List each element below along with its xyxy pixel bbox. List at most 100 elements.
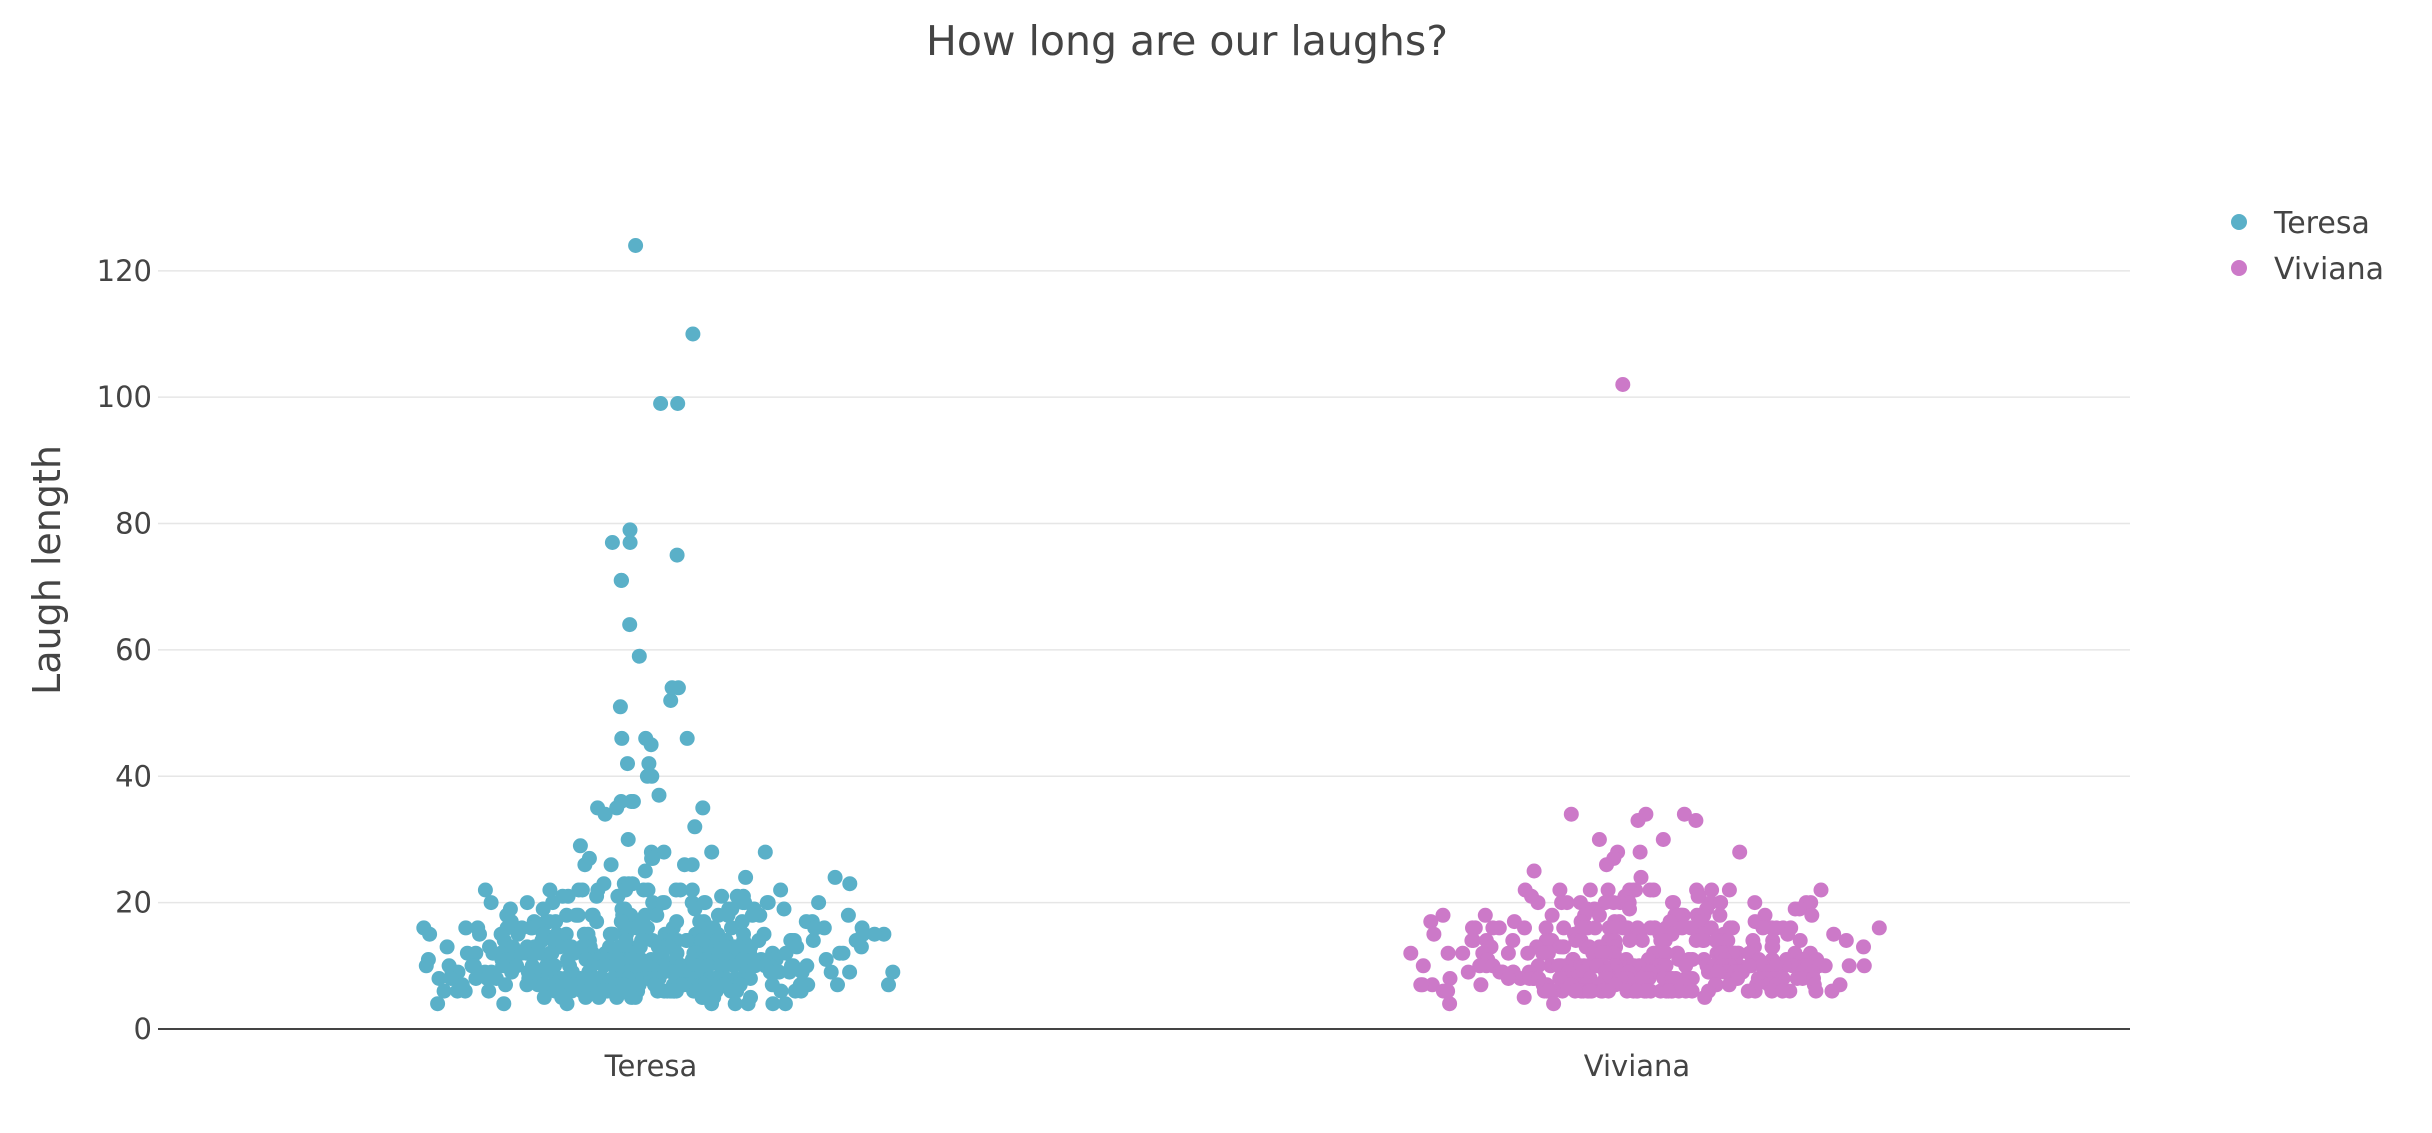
data-point — [1856, 958, 1872, 974]
data-point — [1622, 933, 1638, 948]
data-point — [757, 844, 773, 860]
data-point — [1841, 958, 1857, 974]
data-point — [823, 964, 839, 980]
data-point — [1765, 939, 1781, 955]
data-point — [670, 396, 686, 411]
data-point — [1505, 933, 1521, 948]
data-point — [1817, 958, 1833, 974]
data-point — [1747, 895, 1763, 911]
data-point — [1856, 939, 1871, 955]
data-point — [431, 971, 447, 986]
data-point — [457, 983, 473, 999]
data-point — [572, 838, 588, 854]
data-point — [602, 926, 618, 942]
data-point — [740, 996, 756, 1012]
data-point — [496, 996, 512, 1012]
data-point — [663, 693, 679, 708]
data-point — [1472, 958, 1488, 974]
data-point — [1465, 920, 1480, 936]
legend-marker — [2231, 214, 2247, 230]
data-point — [1582, 882, 1598, 898]
data-point — [519, 977, 535, 993]
data-point — [1690, 888, 1706, 904]
data-point — [1658, 945, 1674, 961]
data-point — [1664, 971, 1680, 986]
data-point — [639, 768, 655, 784]
y-axis-title: Laugh length — [25, 445, 69, 695]
data-point — [1559, 895, 1575, 911]
data-point — [1665, 895, 1680, 911]
data-point — [1804, 907, 1820, 923]
data-point — [1615, 377, 1631, 392]
data-point — [535, 901, 551, 917]
data-point — [669, 547, 685, 563]
data-point — [735, 895, 751, 911]
data-point — [760, 895, 776, 911]
x-axis-ticks: Teresa Viviana — [604, 1049, 1691, 1083]
data-point — [649, 907, 665, 923]
data-point — [1415, 958, 1431, 974]
data-point — [1600, 882, 1616, 898]
data-point — [1660, 983, 1676, 999]
data-point — [818, 952, 834, 967]
y-tick-label: 80 — [115, 507, 152, 541]
data-point — [612, 699, 628, 715]
data-point — [1630, 813, 1646, 828]
data-point — [568, 907, 584, 923]
data-point — [577, 857, 593, 873]
data-point — [622, 617, 638, 633]
data-point — [1755, 920, 1771, 936]
data-point — [1473, 977, 1489, 993]
data-point — [1713, 895, 1728, 911]
data-point — [1552, 971, 1568, 986]
data-points — [416, 238, 1887, 1012]
data-point — [738, 869, 754, 885]
data-point — [622, 535, 638, 550]
y-tick-label: 0 — [134, 1012, 152, 1046]
data-point — [1423, 914, 1439, 930]
data-point — [1780, 926, 1796, 942]
data-point — [628, 238, 644, 253]
data-point — [656, 844, 672, 860]
data-point — [840, 907, 856, 923]
data-point — [1622, 901, 1637, 917]
gridlines — [158, 270, 2130, 904]
data-point — [1591, 832, 1607, 847]
data-point — [793, 983, 809, 999]
legend: Teresa Viviana — [2231, 206, 2384, 287]
data-point — [636, 882, 652, 898]
data-point — [1710, 964, 1726, 980]
data-point — [704, 844, 720, 860]
chart-title: How long are our laughs? — [926, 17, 1448, 65]
data-point — [1808, 983, 1824, 999]
data-point — [519, 895, 535, 911]
data-point — [533, 945, 549, 961]
data-point — [1653, 933, 1669, 948]
data-point — [1720, 933, 1736, 948]
data-point — [472, 926, 487, 942]
data-point — [773, 983, 789, 999]
data-point — [1442, 996, 1458, 1012]
data-point — [1546, 996, 1562, 1012]
data-point — [714, 888, 730, 904]
data-point — [1552, 882, 1568, 898]
data-point — [464, 958, 480, 974]
y-tick-label: 60 — [115, 633, 152, 667]
data-point — [609, 989, 625, 1005]
data-point — [625, 794, 641, 809]
data-point — [853, 939, 869, 955]
data-point — [723, 983, 739, 999]
data-point — [536, 977, 552, 993]
data-point — [1426, 926, 1442, 942]
legend-marker — [2231, 260, 2247, 276]
data-point — [591, 989, 607, 1005]
data-point — [1697, 989, 1713, 1005]
data-point — [1500, 945, 1516, 961]
data-point — [1601, 983, 1616, 999]
legend-label: Teresa — [2273, 206, 2370, 241]
data-point — [651, 787, 667, 803]
data-point — [418, 958, 434, 974]
data-point — [542, 882, 558, 898]
data-point — [559, 996, 575, 1012]
data-point — [1526, 863, 1542, 879]
